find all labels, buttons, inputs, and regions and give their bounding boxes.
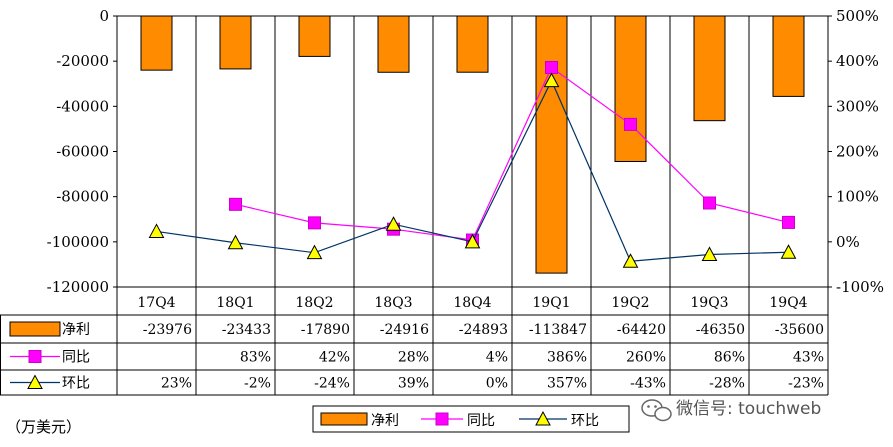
table-cell: 83%: [240, 350, 271, 366]
legend-frame: [312, 405, 630, 433]
left-axis-tick-label: -100000: [47, 233, 109, 251]
bar-series: [140, 15, 805, 274]
bar-19Q4: [772, 15, 805, 97]
table-cell: -24916: [380, 322, 429, 338]
point-19Q2: [624, 117, 637, 131]
point-18Q1: [229, 197, 242, 211]
bar-18Q1: [219, 15, 252, 70]
right-axis-tick-label: 400%: [836, 52, 879, 70]
legend-triangle-icon: [535, 410, 551, 426]
point-18Q2: [306, 244, 323, 260]
left-axis-tick-label: -40000: [56, 97, 109, 115]
point-19Q1: [543, 72, 560, 88]
line-series: [148, 60, 797, 268]
table-cell: 357%: [547, 376, 587, 392]
point-18Q2: [308, 216, 321, 230]
legend-label: 同比: [467, 413, 495, 429]
right-axis-tick-label: 0%: [836, 233, 860, 251]
table-cell: -23976: [143, 322, 192, 338]
unit-label: （万美元）: [6, 418, 81, 436]
point-19Q4: [780, 244, 797, 259]
table-cell: 39%: [398, 376, 429, 392]
table-cell: 28%: [398, 350, 429, 366]
bar-19Q2: [614, 15, 647, 162]
row-key-square-icon: [28, 350, 42, 363]
bar-18Q4: [456, 15, 489, 73]
row-label: 净利: [62, 322, 90, 338]
category-label: 19Q4: [769, 295, 807, 311]
table-cell: 386%: [547, 350, 587, 366]
table-cell: -24%: [314, 376, 350, 392]
left-axis-tick-label: 0: [99, 7, 109, 25]
right-axis-tick-label: -100%: [836, 278, 884, 296]
right-axis-tick-label: 100%: [836, 188, 879, 206]
bar-19Q1: [535, 15, 568, 274]
point-18Q4: [464, 233, 481, 249]
table-cell: 43%: [793, 350, 824, 366]
category-label: 18Q2: [295, 295, 333, 311]
table-cell: -28%: [709, 376, 745, 392]
table-cell: 42%: [319, 350, 350, 366]
row-label: 同比: [62, 350, 90, 366]
category-label: 17Q4: [137, 295, 175, 311]
bar-18Q3: [377, 15, 410, 73]
category-label: 19Q3: [690, 295, 728, 311]
legend-label: 环比: [571, 413, 599, 429]
right-axis-tick-label: 200%: [836, 143, 879, 161]
point-19Q3: [701, 246, 718, 261]
left-axis-tick-label: -60000: [56, 143, 109, 161]
point-18Q1: [227, 234, 244, 250]
series-line: [235, 66, 789, 241]
table-cell: -35600: [775, 322, 824, 338]
right-axis-tick-label: 300%: [836, 97, 879, 115]
bar-19Q3: [693, 15, 726, 122]
left-axis-tick-label: -20000: [56, 52, 109, 70]
row-key-triangle-icon: [27, 374, 43, 389]
row-label: 环比: [62, 376, 90, 392]
category-label: 18Q3: [374, 295, 412, 311]
category-label: 19Q1: [532, 295, 570, 311]
left-axis-tick-label: -120000: [47, 278, 109, 296]
point-19Q2: [622, 253, 639, 268]
legend: 净利 同比 环比: [312, 405, 630, 433]
table-cell: 0%: [486, 376, 508, 392]
legend-key-net-profit: [320, 412, 368, 426]
table-cell: -64420: [617, 322, 666, 338]
table-cell: -2%: [244, 376, 271, 392]
point-17Q4: [148, 223, 165, 238]
table-cell: -46350: [696, 322, 745, 338]
category-label: 18Q1: [216, 295, 254, 311]
legend-label: 净利: [371, 413, 399, 429]
category-label: 19Q2: [611, 295, 649, 311]
wechat-icon: [641, 399, 672, 422]
point-19Q1: [545, 60, 558, 74]
table-cell: -17890: [301, 322, 350, 338]
watermark-text: 微信号: touchweb: [676, 399, 821, 419]
row-key-net-profit: [9, 321, 61, 337]
bar-18Q2: [298, 15, 331, 57]
table-cell: 4%: [486, 350, 508, 366]
point-18Q3: [385, 216, 402, 231]
axes: 0 -20000 -40000 -60000 -80000 -100000 -120000 5…: [47, 7, 884, 296]
watermark: 微信号: touchweb: [641, 399, 821, 422]
table-cell: 86%: [714, 350, 745, 366]
table-cell: -113847: [529, 322, 587, 338]
right-axis-tick-label: 500%: [836, 7, 879, 25]
legend-square-icon: [435, 412, 449, 426]
point-19Q3: [703, 196, 716, 210]
table-cell: -43%: [630, 376, 666, 392]
point-19Q4: [782, 215, 795, 229]
table-cell: 260%: [626, 350, 666, 366]
category-label: 18Q4: [453, 295, 491, 311]
table-cell: 23%: [161, 376, 192, 392]
series-环比: [148, 72, 797, 268]
left-axis-tick-label: -80000: [56, 188, 109, 206]
bar-17Q4: [140, 15, 173, 71]
table-cell: -23433: [222, 322, 271, 338]
data-table: 17Q4 18Q1 18Q2 18Q3 18Q4 19Q1 19Q2 19Q3 19Q4 净利 -2…: [0, 286, 829, 396]
table-cell: -24893: [459, 322, 508, 338]
table-cell: -23%: [788, 376, 824, 392]
